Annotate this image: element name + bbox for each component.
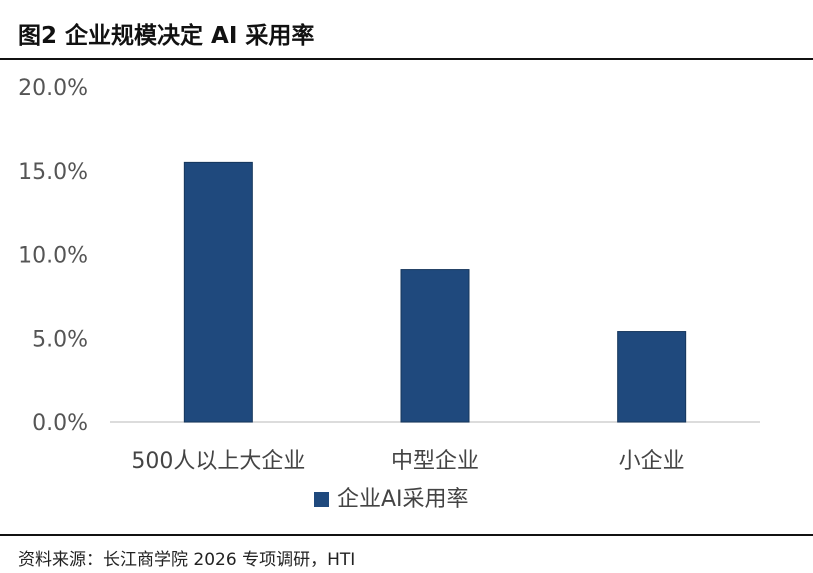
x-tick-label: 中型企业 [391,449,479,474]
y-tick-label: 15.0% [18,160,88,185]
x-tick-label: 小企业 [619,449,685,474]
y-tick-label: 10.0% [18,244,88,269]
figure-title: 图2 企业规模决定 AI 采用率 [18,23,315,49]
bar-3 [617,331,687,423]
x-tick-label: 500人以上大企业 [131,449,305,474]
bar-1 [183,161,253,423]
top-rule [0,58,813,60]
bar-chart: 0.0% 5.0% 10.0% 15.0% 20.0% 500人以上大企业 中型企业 小企业企… [18,76,760,512]
legend-label: 企业AI采用率 [337,487,469,512]
bar-2 [400,269,470,423]
legend-swatch [314,492,329,507]
bottom-rule [0,534,813,536]
figure-header: 图2 企业规模决定 AI 采用率 [0,0,813,60]
y-tick-label: 5.0% [32,327,88,352]
figure-source: 资料来源：长江商学院 2026 专项调研，HTI [18,550,356,570]
y-tick-label: 0.0% [32,411,88,436]
y-tick-label: 20.0% [18,76,88,101]
